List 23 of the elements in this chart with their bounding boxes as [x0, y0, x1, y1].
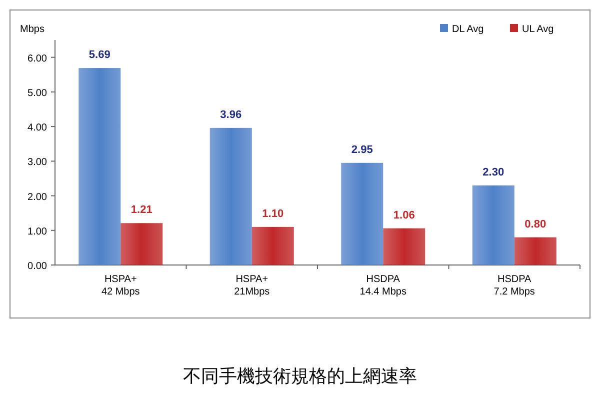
x-tick-label: HSDPA 7.2 Mbps: [494, 274, 535, 298]
data-label: 1.21: [130, 204, 152, 216]
legend-label: UL Avg: [522, 24, 554, 35]
x-tick-label: HSPA+ 21Mbps: [234, 274, 270, 298]
data-label: 5.69: [88, 49, 110, 62]
text: 不同手機技術規格的上網速率: [183, 366, 417, 386]
data-label: 1.06: [393, 209, 415, 222]
data-label: 2.30: [482, 166, 504, 178]
y-axis-title: Mbps: [20, 24, 44, 35]
data-label: 3.96: [220, 108, 242, 121]
data-label: 0.80: [524, 218, 546, 230]
legend-label: DL Avg: [452, 24, 484, 35]
y-tick-label: 2.00: [28, 192, 48, 203]
y-tick-label: 4.00: [28, 122, 48, 134]
x-tick-label: HSPA+ 42 Mbps: [101, 274, 140, 298]
y-tick-label: 0.00: [28, 261, 48, 272]
y-tick-label: 5.00: [28, 88, 48, 99]
x-tick-label: HSDPA 14.4 Mbps: [360, 274, 406, 298]
y-tick-label: 6.00: [28, 53, 48, 64]
data-label: 1.10: [262, 208, 284, 220]
y-tick-label: 1.00: [28, 226, 48, 238]
y-tick-label: 3.00: [28, 157, 48, 168]
data-label: 2.95: [351, 144, 373, 156]
